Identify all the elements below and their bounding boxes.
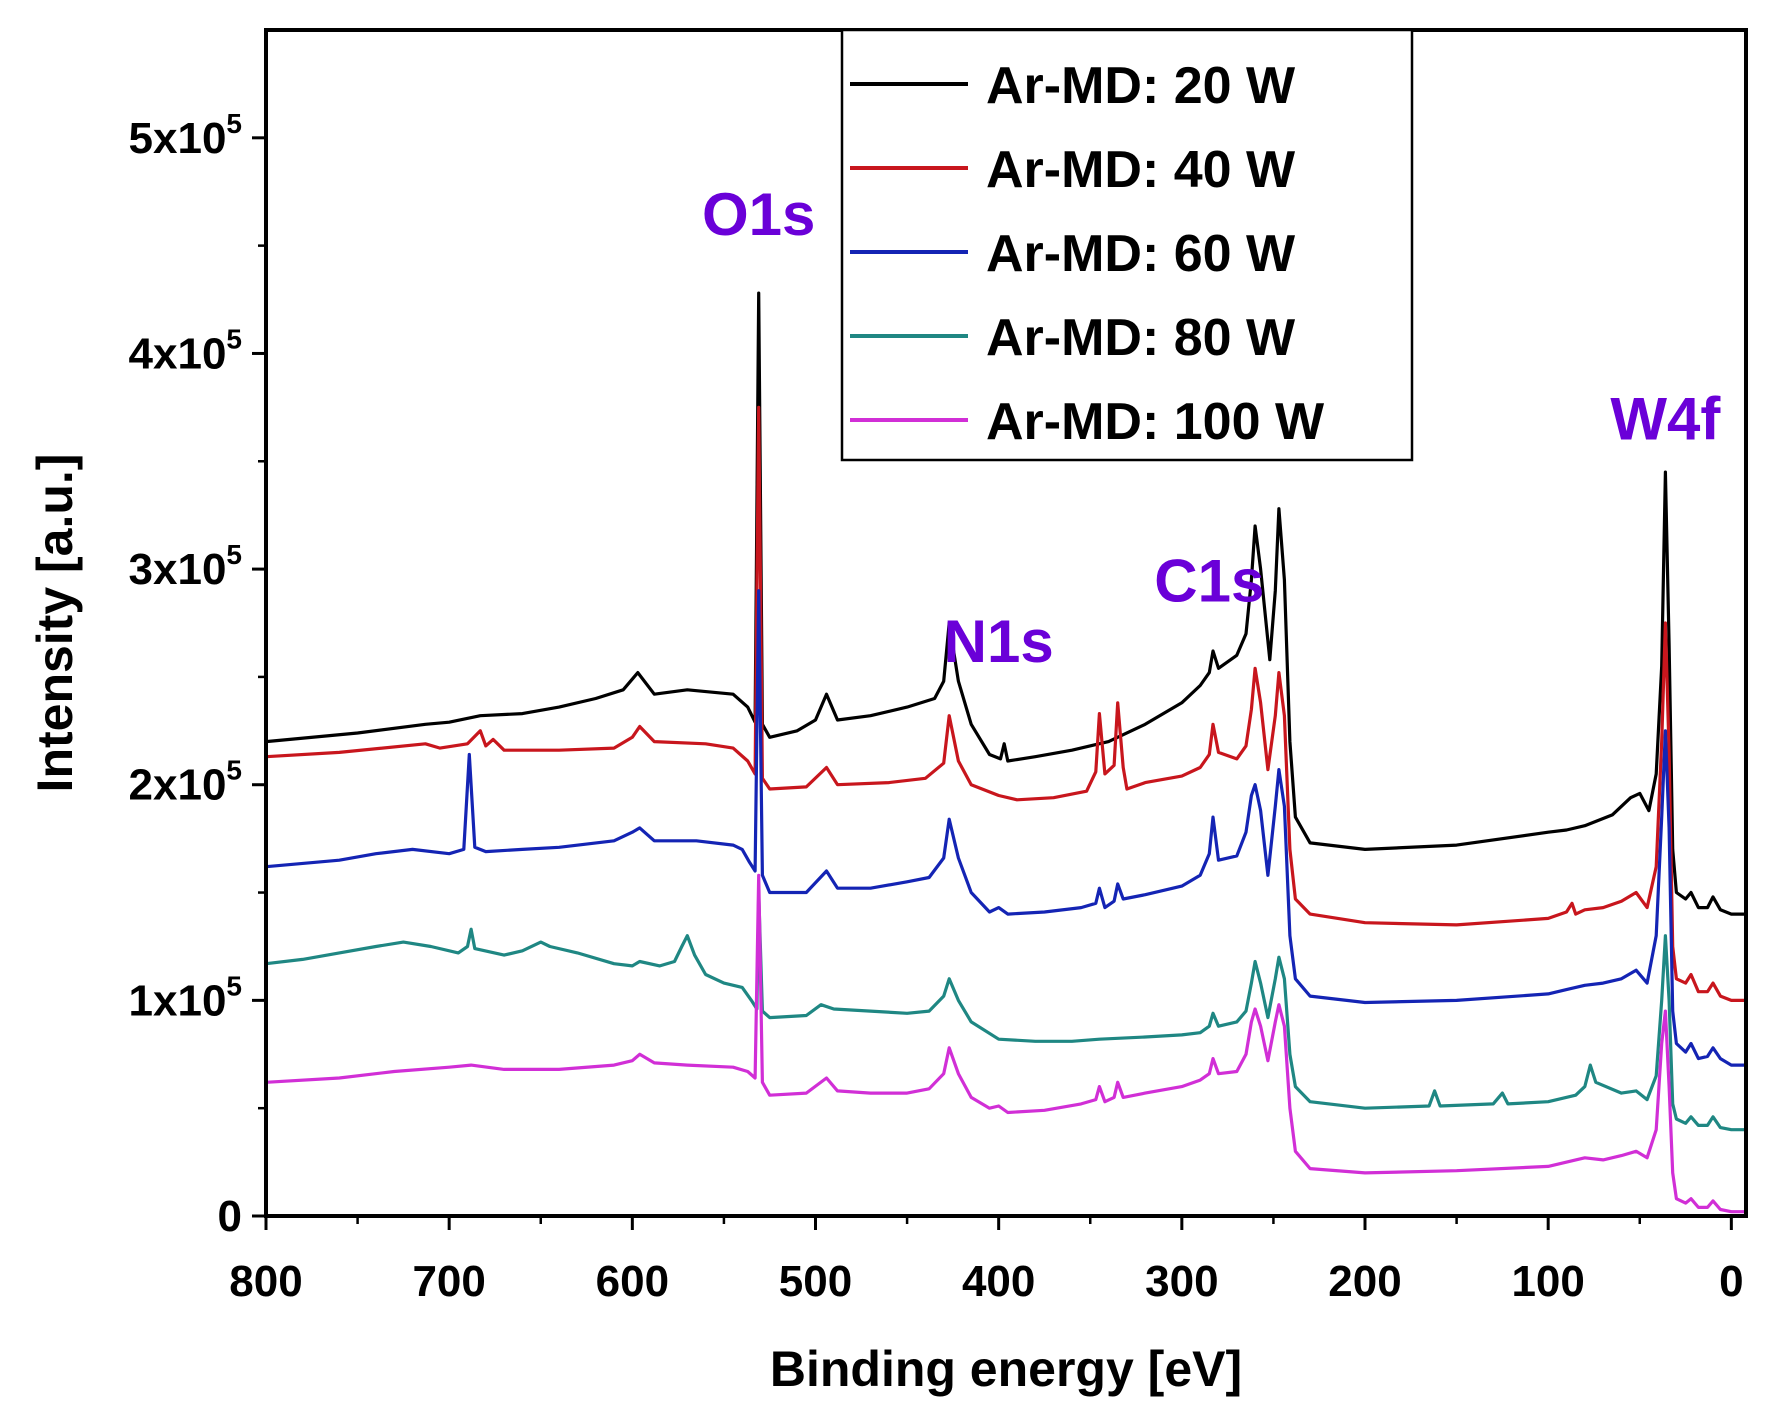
y-axis-title: Intensity [a.u.] <box>27 454 83 793</box>
x-tick-label: 600 <box>596 1257 669 1306</box>
series-line-1 <box>264 291 1748 916</box>
peak-label-w4f: W4f <box>1610 386 1721 453</box>
x-tick-label: 700 <box>412 1257 485 1306</box>
axis-ticks <box>252 136 1733 1230</box>
legend-label-2: Ar-MD: 40 W <box>986 141 1296 199</box>
x-tick-label: 0 <box>1719 1257 1743 1306</box>
series-line-2 <box>264 405 1748 1002</box>
legend-items: Ar-MD: 20 W Ar-MD: 40 W Ar-MD: 60 W Ar-MD: … <box>850 57 1325 451</box>
legend-label-1: Ar-MD: 20 W <box>986 57 1296 115</box>
legend-label-4: Ar-MD: 80 W <box>986 309 1296 367</box>
y-tick-label: 0 <box>218 1192 242 1241</box>
legend: Ar-MD: 20 W Ar-MD: 40 W Ar-MD: 60 W Ar-MD: … <box>840 28 1414 462</box>
y-tick-label: 1x105 <box>129 970 242 1025</box>
y-tick-label: 2x105 <box>129 755 242 810</box>
peak-label-o1s: O1s <box>702 181 815 248</box>
series-line-5 <box>264 873 1748 1214</box>
series-layer <box>264 291 1748 1214</box>
legend-box <box>840 28 1414 462</box>
x-tick-label: 800 <box>229 1257 302 1306</box>
legend-label-5: Ar-MD: 100 W <box>986 393 1325 451</box>
axis-tick-labels: 800 700 600 500 400 300 200 100 0 0 1x105 2x105 3x10… <box>129 108 1744 1306</box>
x-tick-label: 400 <box>962 1257 1035 1306</box>
y-tick-label: 4x105 <box>129 323 242 378</box>
y-tick-label: 3x105 <box>129 539 242 594</box>
y-tick-label: 5x105 <box>129 108 242 163</box>
peak-label-n1s: N1s <box>944 608 1054 675</box>
x-tick-label: 500 <box>779 1257 852 1306</box>
x-tick-label: 100 <box>1511 1257 1584 1306</box>
x-axis-title: Binding energy [eV] <box>770 1341 1242 1397</box>
legend-label-3: Ar-MD: 60 W <box>986 225 1296 283</box>
x-tick-label: 200 <box>1328 1257 1401 1306</box>
peak-annotations: O1s N1s C1s W4f <box>702 181 1721 675</box>
series-line-4 <box>264 890 1748 1132</box>
series-line-3 <box>264 589 1748 1067</box>
peak-label-c1s: C1s <box>1154 547 1264 614</box>
x-tick-label: 300 <box>1145 1257 1218 1306</box>
